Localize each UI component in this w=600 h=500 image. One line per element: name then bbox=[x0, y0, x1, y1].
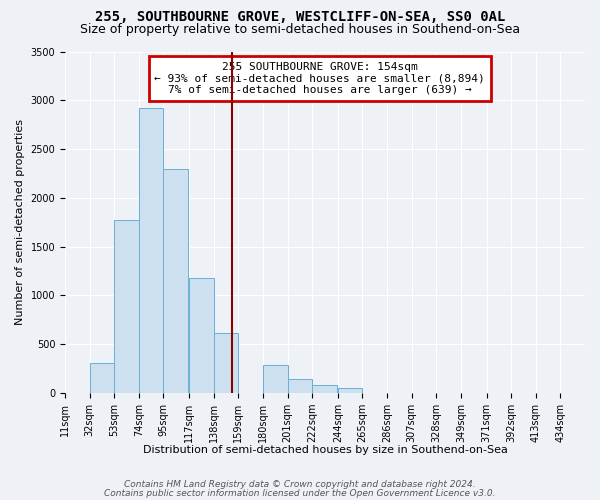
Bar bbox=[139, 108, 163, 393]
Y-axis label: Number of semi-detached properties: Number of semi-detached properties bbox=[15, 120, 25, 326]
Bar bbox=[189, 278, 214, 393]
Bar bbox=[287, 379, 312, 393]
Bar bbox=[114, 220, 139, 393]
Bar bbox=[338, 388, 362, 393]
Text: 255, SOUTHBOURNE GROVE, WESTCLIFF-ON-SEA, SS0 0AL: 255, SOUTHBOURNE GROVE, WESTCLIFF-ON-SEA… bbox=[95, 10, 505, 24]
Bar bbox=[89, 363, 114, 393]
Text: 255 SOUTHBOURNE GROVE: 154sqm
← 93% of semi-detached houses are smaller (8,894)
: 255 SOUTHBOURNE GROVE: 154sqm ← 93% of s… bbox=[154, 62, 485, 95]
Bar bbox=[263, 364, 287, 393]
Bar bbox=[214, 334, 238, 393]
Bar bbox=[163, 168, 188, 393]
Text: Contains HM Land Registry data © Crown copyright and database right 2024.: Contains HM Land Registry data © Crown c… bbox=[124, 480, 476, 489]
Bar bbox=[312, 385, 337, 393]
Text: Contains public sector information licensed under the Open Government Licence v3: Contains public sector information licen… bbox=[104, 489, 496, 498]
Text: Size of property relative to semi-detached houses in Southend-on-Sea: Size of property relative to semi-detach… bbox=[80, 22, 520, 36]
X-axis label: Distribution of semi-detached houses by size in Southend-on-Sea: Distribution of semi-detached houses by … bbox=[143, 445, 508, 455]
